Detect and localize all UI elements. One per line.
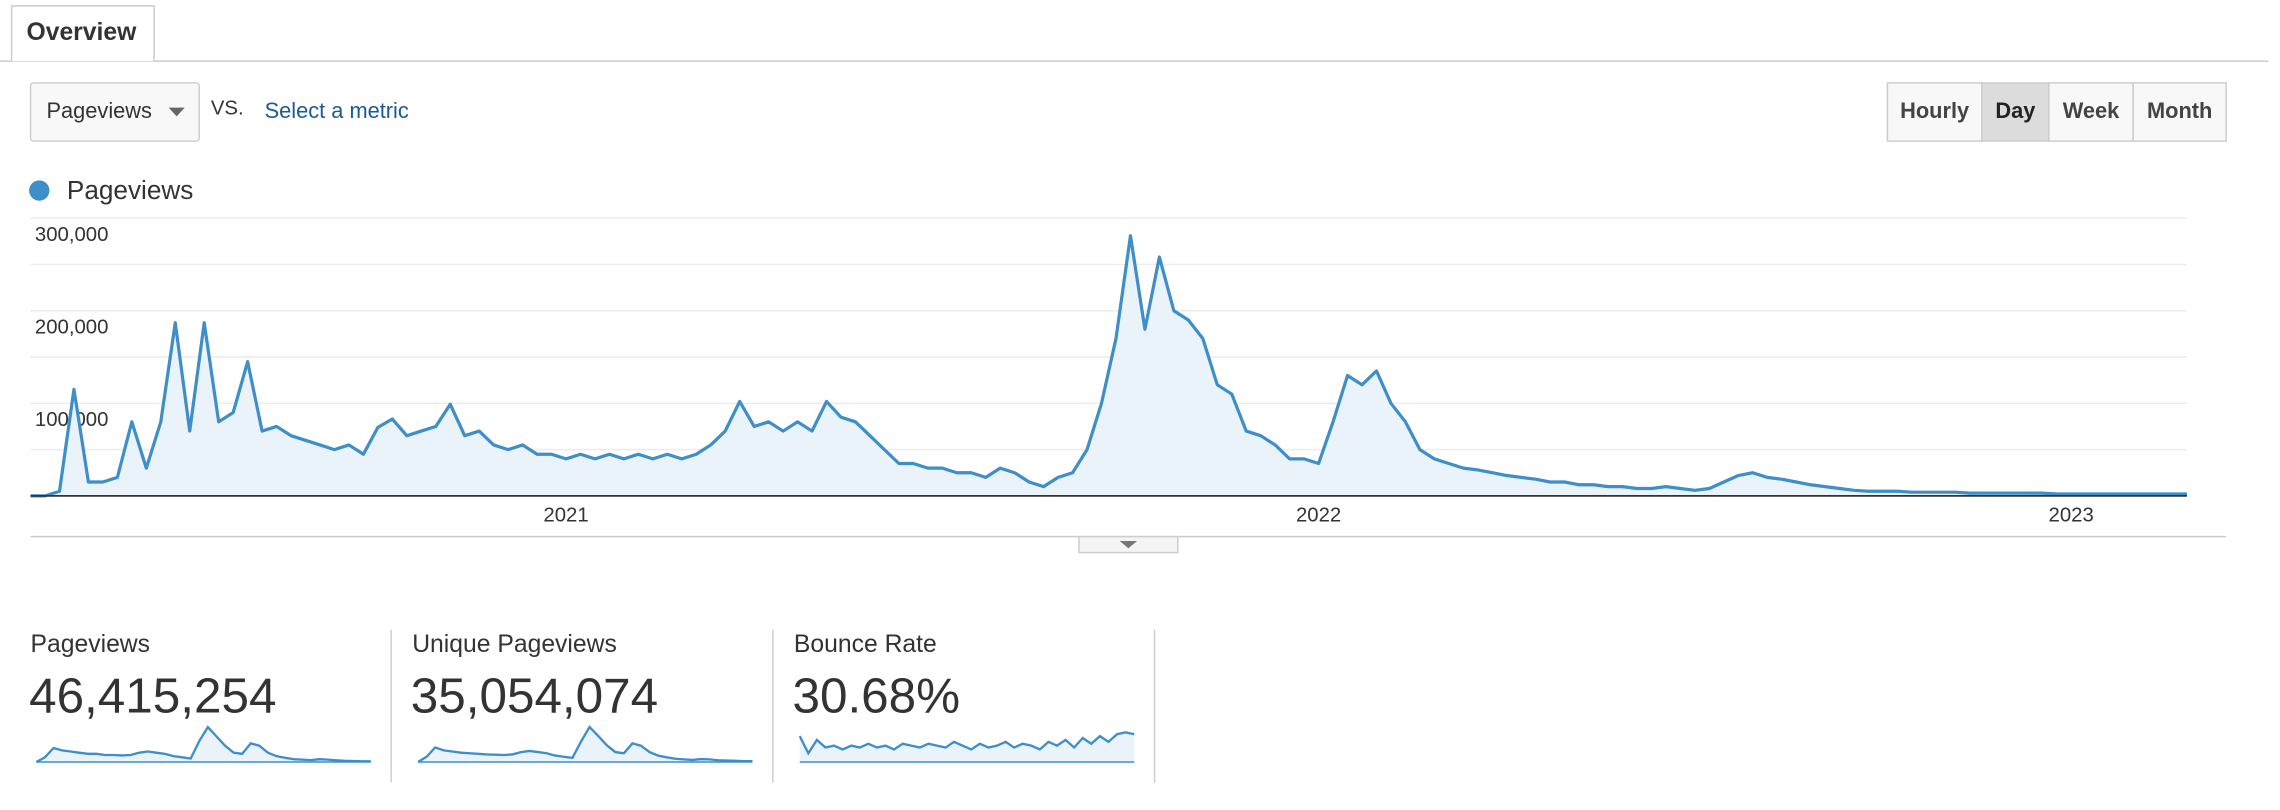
- metric-value: 30.68%: [792, 669, 960, 724]
- metric-label: Pageviews: [31, 631, 150, 658]
- tab-shape: [10, 5, 155, 62]
- button-label: Week: [2063, 98, 2120, 123]
- metric-dropdown[interactable]: Pageviews: [29, 82, 200, 142]
- sparkline: [35, 725, 371, 763]
- sparkline-area: [799, 732, 1135, 762]
- x-tick-label: 2022: [1296, 505, 1341, 527]
- x-tick-label: 2021: [543, 505, 588, 527]
- line: [30, 234, 2187, 498]
- granularity-button[interactable]: Hourly: [1886, 82, 1983, 142]
- sparkline: [417, 725, 753, 763]
- granularity-button[interactable]: Month: [2132, 82, 2227, 142]
- sparkline: [798, 731, 1135, 756]
- metric-value: 46,415,254: [29, 669, 276, 724]
- toggle-arrow: [1119, 540, 1138, 549]
- metric-label: Unique Pageviews: [412, 631, 617, 658]
- button-box: [2132, 82, 2227, 142]
- metric-value: 35,054,074: [411, 669, 658, 724]
- dropdown-arrow: [168, 107, 185, 117]
- metric-card: Bounce Rate 30.68%: [792, 629, 1156, 783]
- x-tick-label: 2023: [2049, 505, 2094, 527]
- button-box: [2048, 82, 2134, 142]
- y-tick-label: 200,000: [35, 317, 109, 339]
- granularity-buttons: Hourly Day Week Month: [1886, 82, 2227, 142]
- granularity-button[interactable]: Week: [2048, 82, 2134, 142]
- vs-label: VS.: [211, 97, 244, 119]
- button-label: Month: [2147, 98, 2212, 123]
- metric-summary: Pageviews 46,415,254 Unique Pageviews 35,05…: [29, 629, 1156, 783]
- metric-card: Pageviews 46,415,254: [29, 629, 392, 783]
- granularity-button[interactable]: Day: [1981, 82, 2050, 142]
- y-tick-label: 300,000: [35, 224, 109, 246]
- sparkline-area: [36, 727, 371, 762]
- legend-label: Pageviews: [67, 175, 194, 205]
- tab-label: Overview: [26, 19, 137, 46]
- legend-dot: [29, 180, 50, 201]
- dropdown-label: Pageviews: [47, 98, 153, 123]
- tab[interactable]: Overview: [10, 5, 155, 62]
- sparkline-area: [418, 727, 753, 762]
- area: [30, 235, 2187, 496]
- expand-toggle[interactable]: [1078, 535, 1179, 554]
- button-label: Day: [1995, 98, 2035, 123]
- button-label: Hourly: [1900, 98, 1969, 123]
- dropdown-box: [29, 82, 200, 142]
- button-box: [1981, 82, 2050, 142]
- metric-card: Unique Pageviews 35,054,074: [411, 629, 774, 783]
- compare-link[interactable]: Select a metric: [265, 98, 409, 123]
- metric-label: Bounce Rate: [794, 631, 937, 658]
